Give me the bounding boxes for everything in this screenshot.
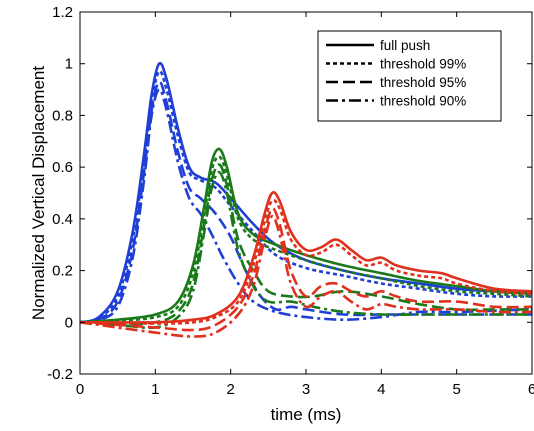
- series-layer: [79, 61, 533, 338]
- plot-frame: [79, 11, 533, 375]
- legend: full push threshold 99% threshold 95% thres…: [317, 30, 502, 122]
- x-tick-label: 3: [302, 381, 310, 398]
- x-axis-title: time (ms): [271, 405, 342, 424]
- y-tick-label: 0.8: [52, 107, 73, 124]
- legend-label: threshold 99%: [380, 57, 466, 72]
- legend-label: threshold 90%: [380, 94, 466, 109]
- y-tick-label: 0.6: [52, 159, 73, 176]
- legend-label: threshold 95%: [380, 75, 466, 90]
- y-tick-label: 0: [65, 314, 73, 331]
- x-tick-label: 4: [377, 381, 385, 398]
- series-line-green-dashdot: [79, 170, 532, 330]
- y-axis-title: Normalized Vertical Displacement: [29, 66, 48, 320]
- series-line-blue-dashed: [79, 80, 532, 324]
- y-tick-label: 0.4: [52, 211, 73, 228]
- x-tick-label: 0: [76, 381, 84, 398]
- series-line-green-dashed: [79, 163, 532, 325]
- x-tick-label: 2: [226, 381, 234, 398]
- x-tick-label: 1: [151, 381, 159, 398]
- y-tick-label: 1.2: [52, 4, 73, 21]
- series-line-red-dotted: [79, 198, 533, 325]
- series-line-red-dashdot: [79, 215, 533, 338]
- x-tick-label: 6: [528, 381, 534, 398]
- tick-layer: 0 1 2 3 4 5 6-0.200.20.40.60.811.2: [47, 4, 534, 398]
- y-tick-label: -0.2: [47, 366, 73, 383]
- series-line-red-solid: [79, 191, 533, 324]
- series-line-blue-solid: [79, 61, 533, 324]
- series-line-green-dotted: [79, 155, 533, 324]
- y-tick-label: 0.2: [52, 263, 73, 280]
- series-line-red-dashed: [79, 207, 533, 332]
- y-tick-label: 1: [65, 56, 73, 73]
- legend-label: full push: [380, 38, 430, 53]
- series-line-green-solid: [79, 147, 533, 324]
- x-tick-label: 5: [452, 381, 460, 398]
